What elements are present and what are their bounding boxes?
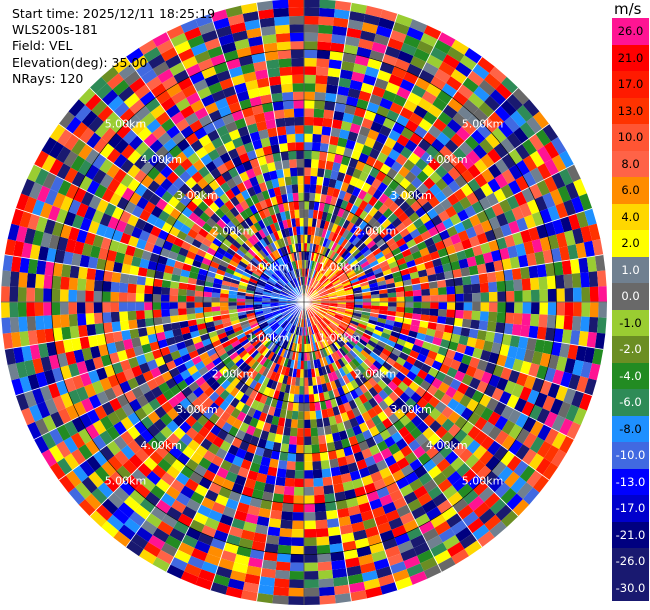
colorbar-level: 2.0: [612, 230, 649, 257]
colorbar-level: -6.0: [612, 389, 649, 416]
colorbar-level: -4.0: [612, 362, 649, 389]
velocity-rays: [1, 0, 607, 605]
colorbar-level: 1.0: [612, 256, 649, 283]
range-ring-labels: 1.00km 1.00km 1.00km 1.00km 2.00km 2.00km 2.00…: [105, 117, 504, 487]
range-ring-label: 5.00km: [105, 475, 147, 488]
range-ring-label: 2.00km: [355, 367, 397, 380]
colorbar-level: 26.0: [612, 18, 649, 45]
instrument-label: WLS200s-181: [12, 22, 98, 38]
range-ring-label: 5.00km: [462, 117, 504, 130]
range-ring-label: 1.00km: [248, 332, 290, 345]
colorbar-level: 4.0: [612, 203, 649, 230]
colorbar-level: -8.0: [612, 415, 649, 442]
colorbar-level: 17.0: [612, 71, 649, 98]
start-time-label: Start time: 2025/12/11 18:25:19: [12, 6, 216, 21]
range-ring-label: 2.00km: [212, 225, 254, 238]
colorbar-level: 0.0: [612, 283, 649, 310]
range-ring-label: 1.00km: [319, 332, 361, 345]
colorbar-level: 6.0: [612, 177, 649, 204]
range-ring-label: 5.00km: [105, 117, 147, 130]
range-ring-label: 3.00km: [390, 189, 432, 202]
colorbar-level: -17.0: [612, 495, 649, 522]
range-ring-label: 1.00km: [248, 260, 290, 273]
colorbar-level: -10.0: [612, 442, 649, 469]
range-ring-label: 4.00km: [140, 439, 182, 452]
range-ring-label: 2.00km: [212, 367, 254, 380]
colorbar-level: 10.0: [612, 124, 649, 151]
nrays-label: NRays: 120: [12, 70, 84, 86]
range-rings: [1, 0, 607, 605]
elevation-label: Elevation(deg): 35.00: [12, 54, 148, 70]
range-ring-label: 4.00km: [140, 153, 182, 166]
scan-info: Start time: 2025/12/11 18:25:19 WLS200s-…: [12, 6, 215, 87]
range-ring-label: 4.00km: [426, 439, 468, 452]
colorbar-level: -13.0: [612, 468, 649, 495]
colorbar-level: -1.0: [612, 309, 649, 336]
colorbar-level: 8.0: [612, 150, 649, 177]
colorbar: 26.0 21.0 17.0 13.0 10.0 8.0 6.0 4.0 2.0 1.0 0.0 -1…: [612, 18, 649, 601]
range-ring-label: 4.00km: [426, 153, 468, 166]
colorbar-unit: m/s: [614, 0, 642, 18]
range-ring-label: 5.00km: [462, 475, 504, 488]
colorbar-level: -26.0: [612, 548, 649, 575]
range-ring-label: 3.00km: [176, 403, 218, 416]
range-ring-label: 3.00km: [390, 403, 432, 416]
colorbar-level: 21.0: [612, 44, 649, 71]
colorbar-level: -30.0: [612, 574, 649, 601]
range-ring-label: 1.00km: [319, 260, 361, 273]
range-ring-label: 2.00km: [355, 225, 397, 238]
colorbar-level: -2.0: [612, 336, 649, 363]
field-label: Field: VEL: [12, 38, 73, 54]
colorbar-level: -21.0: [612, 521, 649, 548]
colorbar-level: 13.0: [612, 97, 649, 124]
radar-ppi-plot: 1.00km 1.00km 1.00km 1.00km 2.00km 2.00km 2.00…: [1, 0, 607, 605]
range-ring-label: 3.00km: [176, 189, 218, 202]
